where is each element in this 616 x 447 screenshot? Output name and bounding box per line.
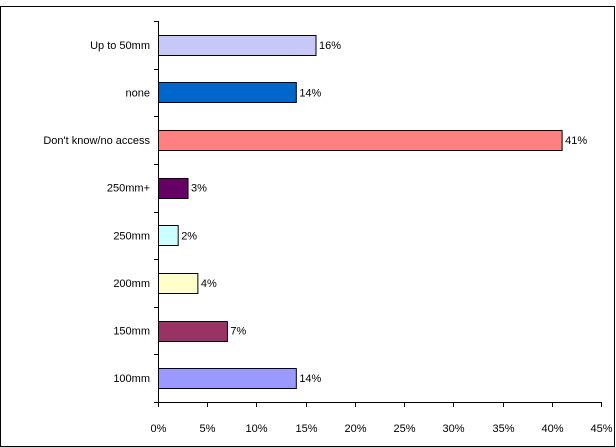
category-label: 150mm [113,326,150,338]
data-label: 3% [191,183,207,195]
category-label: 100mm [113,373,150,385]
x-tick-label: 10% [245,423,267,435]
category-label: 250mm+ [107,183,150,195]
data-label: 14% [299,373,321,385]
category-label: 250mm [113,230,150,242]
x-tick-label: 40% [541,423,563,435]
x-tick-label: 15% [295,423,317,435]
data-label: 7% [230,326,246,338]
bars-layer [158,35,563,389]
category-label: none [126,87,150,99]
x-tick-label: 35% [492,423,514,435]
data-label: 14% [299,87,321,99]
data-label: 16% [319,40,341,52]
chart-border [0,6,615,447]
data-label: 4% [201,278,217,290]
bar [158,178,189,199]
x-tick-label: 30% [442,423,464,435]
x-tick-label: 5% [200,423,216,435]
data-label: 2% [181,230,197,242]
labels-layer: 0% 5% 10% 15% 20% 25% 30% 35% 40% 45% Up to 50mm 16… [43,40,612,435]
data-label: 41% [565,135,587,147]
bar [158,130,563,151]
category-label: 200mm [113,278,150,290]
x-tick-label: 20% [344,423,366,435]
category-label: Don't know/no access [43,135,150,147]
axis-layer [154,21,602,407]
bar [158,82,297,103]
x-tick-label: 25% [393,423,415,435]
x-tick-label: 0% [151,423,167,435]
bar [158,273,199,294]
bar [158,368,297,389]
bar [158,35,317,56]
bar [158,225,179,246]
x-tick-label: 45% [590,423,612,435]
category-label: Up to 50mm [90,40,150,52]
bar [158,321,228,342]
